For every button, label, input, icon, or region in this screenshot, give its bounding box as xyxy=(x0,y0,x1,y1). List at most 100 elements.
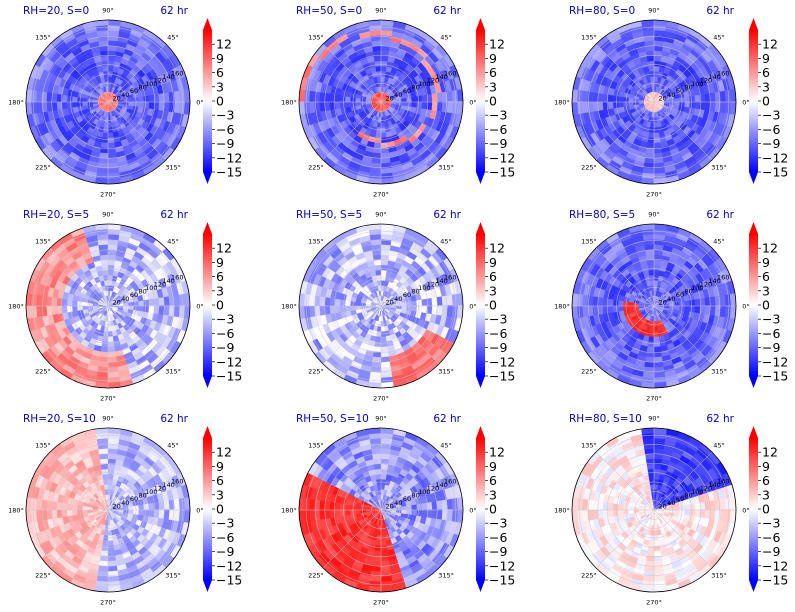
colorbar-tick-label: 0 xyxy=(489,94,497,109)
heat-cell xyxy=(107,29,120,37)
heat-cell xyxy=(115,107,121,114)
heat-cell xyxy=(116,106,123,112)
heat-cell xyxy=(410,106,417,114)
heat-cell xyxy=(668,95,675,100)
heat-cell xyxy=(109,91,113,98)
heat-cell xyxy=(34,66,45,81)
heat-cell xyxy=(404,143,415,153)
heat-cell xyxy=(82,147,93,157)
heat-cell xyxy=(382,111,387,118)
heat-cell xyxy=(103,91,107,98)
heat-cell xyxy=(416,101,423,109)
heat-cell xyxy=(98,110,104,117)
heat-cell xyxy=(356,25,370,34)
heat-cell xyxy=(638,94,645,99)
heat-cell xyxy=(411,95,418,102)
colorbar-tick-label: −3 xyxy=(489,108,507,123)
heat-cell xyxy=(648,99,654,102)
heat-cell xyxy=(387,109,393,115)
angle-label: 225° xyxy=(35,368,51,376)
heat-cell xyxy=(49,119,59,131)
polar-grid xyxy=(26,224,190,388)
heat-cell xyxy=(416,61,427,72)
heat-cell xyxy=(375,102,381,104)
heat-cell xyxy=(313,43,327,58)
heat-cell xyxy=(183,88,191,102)
heat-cell xyxy=(419,87,427,96)
heat-cell xyxy=(391,110,399,117)
heat-cell xyxy=(394,52,405,61)
heat-cell xyxy=(430,129,442,142)
colorbar-tick-label: −15 xyxy=(762,369,788,384)
polar-field xyxy=(298,19,464,185)
heat-cell xyxy=(101,545,109,552)
heat-cell xyxy=(72,90,79,98)
heat-cell xyxy=(113,55,123,64)
heat-cell xyxy=(381,112,384,118)
heat-cell xyxy=(144,114,153,124)
radial-tick-label: 120 xyxy=(427,76,439,84)
heat-cell xyxy=(660,114,667,121)
heat-cell xyxy=(374,92,379,98)
heat-cell xyxy=(368,114,375,121)
heat-cell xyxy=(396,119,404,128)
heat-cell xyxy=(176,77,185,91)
heat-cell xyxy=(107,81,112,87)
heat-cell xyxy=(98,104,104,109)
heat-cell xyxy=(390,94,396,99)
heat-cell xyxy=(126,116,134,125)
heat-cell xyxy=(343,170,359,181)
heat-cell xyxy=(176,112,185,126)
heat-cell xyxy=(54,117,63,129)
heat-cell xyxy=(95,29,108,37)
colorbar-tick-label: 9 xyxy=(762,255,770,270)
heat-cell xyxy=(658,104,664,109)
heat-cell xyxy=(661,107,667,114)
heat-cell xyxy=(112,66,120,73)
radial-tick-label: 160 xyxy=(717,273,729,281)
heat-cell xyxy=(654,102,657,108)
heat-cell xyxy=(343,69,353,79)
heat-cell xyxy=(110,116,115,123)
heat-cell xyxy=(339,120,349,130)
heat-cell xyxy=(355,93,362,100)
colorbar-tick-label: 12 xyxy=(489,37,505,52)
heat-cell xyxy=(344,134,355,145)
heat-cell xyxy=(48,129,59,142)
heat-cell xyxy=(395,142,405,152)
heat-cell xyxy=(420,57,432,69)
heat-cell xyxy=(66,299,73,307)
heat-cell xyxy=(379,96,381,102)
heat-cell xyxy=(666,89,673,96)
heat-cell xyxy=(365,97,372,101)
heat-cell xyxy=(110,76,117,83)
heat-cell xyxy=(416,95,423,102)
heat-cell xyxy=(410,55,422,66)
heat-cell xyxy=(108,99,114,102)
heat-cell xyxy=(334,102,341,110)
heat-cell xyxy=(418,71,428,82)
radial-tick-label: 60 xyxy=(403,291,411,299)
heat-cell xyxy=(83,108,90,115)
colorbar-tick-label: −9 xyxy=(762,136,780,151)
radial-tick-label: 60 xyxy=(676,291,684,299)
heat-cell xyxy=(107,264,115,271)
heat-cell xyxy=(646,111,651,118)
heat-cell xyxy=(382,106,386,113)
heat-cell xyxy=(140,128,151,139)
heat-cell xyxy=(380,50,390,57)
heat-cell xyxy=(26,114,36,129)
angle-label: 45° xyxy=(167,33,179,41)
heat-cell xyxy=(108,102,113,106)
heat-cell xyxy=(400,104,407,111)
heat-cell xyxy=(71,504,78,511)
heat-cell xyxy=(444,78,453,92)
heat-cell xyxy=(128,97,135,102)
colorbar-tick-label: 12 xyxy=(216,445,232,460)
heat-cell xyxy=(132,105,139,112)
heat-cell xyxy=(649,98,654,102)
angle-label: 225° xyxy=(581,368,597,376)
heat-cell xyxy=(368,24,381,32)
heat-cell xyxy=(355,147,366,157)
radial-tick-label: 40 xyxy=(121,499,129,507)
